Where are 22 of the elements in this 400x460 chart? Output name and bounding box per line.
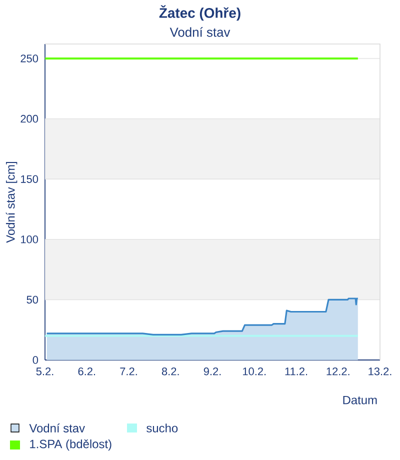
x-tick-label: 10.2. xyxy=(243,368,266,376)
legend-label: 1.SPA (bdělost) xyxy=(30,439,112,451)
x-tick-label: 5.2. xyxy=(36,368,54,376)
x-tick-label: 8.2. xyxy=(162,368,179,376)
legend-label: sucho xyxy=(146,424,178,432)
x-tick-label: 11.2. xyxy=(285,368,308,376)
x-tick-label: 13.2. xyxy=(368,368,392,376)
y-tick-label: 200 xyxy=(20,114,38,123)
y-tick-label: 50 xyxy=(26,296,38,304)
legend-label: Vodní stav xyxy=(29,424,85,432)
x-tick-label: 9.2. xyxy=(204,368,221,376)
x-axis-title: Datum xyxy=(343,396,377,404)
y-tick-label: 250 xyxy=(20,54,38,62)
y-tick-label: 150 xyxy=(21,175,38,183)
y-axis-title: Vodní stav [cm] xyxy=(6,162,18,243)
x-tick-label: 6.2. xyxy=(78,368,96,376)
x-tick-label: 7.2. xyxy=(120,368,137,376)
chart-subtitle: Vodní stav xyxy=(170,27,230,37)
y-tick-label: 0 xyxy=(32,356,38,364)
y-tick-label: 100 xyxy=(21,236,38,244)
chart-title: Žatec (Ohře) xyxy=(159,5,240,21)
x-tick-label: 12.2. xyxy=(326,368,350,376)
